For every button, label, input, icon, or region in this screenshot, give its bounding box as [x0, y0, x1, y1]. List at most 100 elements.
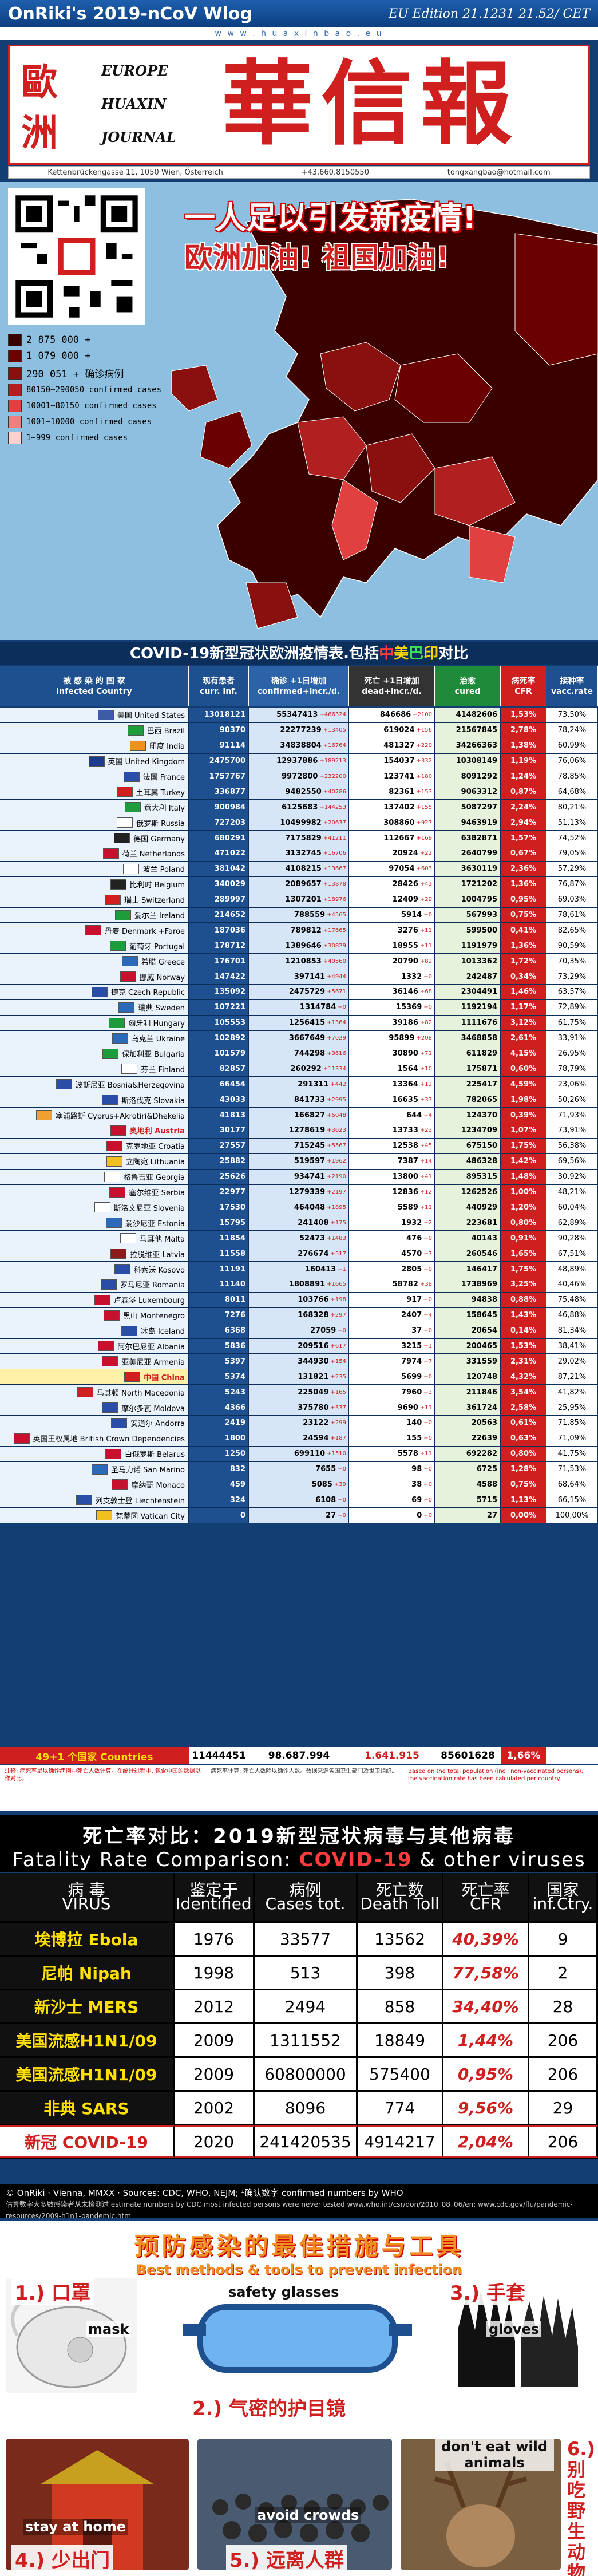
table-row[interactable]: 瑞典 Sweden 107221 1314784 +0 15369 +0 1192194 1,… — [0, 999, 598, 1016]
table-row[interactable]: 马耳他 Malta 11854 52473 +1483 476 +0 40143 0,91% 9… — [0, 1231, 598, 1247]
table-row[interactable]: 爱尔兰 Ireland 214652 788559 +4565 5914 +0 567993… — [0, 907, 598, 923]
country-name: 意大利 Italy — [144, 804, 185, 813]
fatality-row[interactable]: 埃博拉 Ebola 1976 33577 13562 40,39% 9 — [0, 1923, 598, 1957]
table-row[interactable]: 英国 United Kingdom 2475700 12937886 +189213 1… — [0, 753, 598, 769]
country-cell: 捷克 Czech Republic — [0, 985, 189, 999]
table-row[interactable]: 塞浦路斯 Cyprus+Akrotiri&Dhekelia 41813 166827… — [0, 1108, 598, 1124]
table-row[interactable]: 阿尔巴尼亚 Albania 5836 209516 +617 3215 +1 200465 1… — [0, 1338, 598, 1354]
vaccination-cell: 30,92% — [546, 1169, 598, 1184]
confirmed-increase: +1665 — [327, 1281, 346, 1288]
header-dead[interactable]: 死亡 +1日增加 dead+incr./d. — [349, 666, 435, 706]
wechat-qr-code[interactable] — [8, 188, 145, 325]
table-row[interactable]: 荷兰 Netherlands 471022 3132745 +16706 20924 +2… — [0, 846, 598, 862]
fatality-header-virus[interactable]: 病 毒 VIRUS — [0, 1873, 175, 1921]
website-url[interactable]: w w w . h u a x i n b a o . e u — [0, 27, 598, 40]
country-cell: 希腊 Greece — [0, 954, 189, 969]
header-vaccination[interactable]: 接种率 vacc.rate — [546, 666, 598, 706]
table-row[interactable]: 比利时 Belgium 340029 2089657 +13878 28426 +41 17… — [0, 876, 598, 892]
email-text[interactable]: tongxangbao@hotmail.com — [447, 168, 551, 177]
table-row[interactable]: 土耳其 Turkey 336877 9482550 +40786 82361 +153 90… — [0, 784, 598, 800]
table-row[interactable]: 俄罗斯 Russia 727203 10499982 +20637 308860 +927… — [0, 815, 598, 831]
header-confirmed[interactable]: 确诊 +1日增加 confirmed+incr./d. — [249, 666, 349, 706]
fatality-row[interactable]: 非典 SARS 2002 8096 774 9,56% 29 — [0, 2092, 598, 2125]
fatality-row[interactable]: 美国流感H1N1/09 2009 1311552 18849 1,44% 206 — [0, 2024, 598, 2058]
confirmed-increase: +235 — [330, 1373, 346, 1380]
vaccination-cell: 23,06% — [546, 1077, 598, 1092]
table-row[interactable]: 英国王权属地 British Crown Dependencies 1800 245… — [0, 1431, 598, 1447]
table-row[interactable]: 爱沙尼亚 Estonia 15795 241408 +175 1932 +2 223681 0… — [0, 1215, 598, 1231]
current-cell: 13018121 — [189, 708, 249, 722]
table-row[interactable]: 立陶宛 Lithuania 25882 519597 +1962 7387 +14 4863… — [0, 1153, 598, 1170]
fatality-header-countries[interactable]: 国家 inf.Ctry. — [529, 1873, 598, 1921]
header-country-en: infected Country — [56, 687, 132, 696]
dead-value: 137402 — [383, 803, 415, 812]
table-row[interactable]: 挪威 Norway 147422 397141 +4944 1332 +0 242487 0,… — [0, 969, 598, 985]
table-row[interactable]: 美国 United States 13018121 55347413 +466324 8… — [0, 708, 598, 723]
death-toll: 774 — [358, 2092, 443, 2124]
header-cured[interactable]: 治愈 cured — [435, 666, 501, 706]
table-row[interactable]: 马其顿 North Macedonia 5243 225049 +165 7960 +3 2… — [0, 1385, 598, 1401]
table-row[interactable]: 波斯尼亚 Bosnia&Herzegovina 66454 291311 +442 13… — [0, 1077, 598, 1093]
table-row[interactable]: 塞尔维亚 Serbia 22977 1279339 +2197 12836 +12 1262… — [0, 1184, 598, 1200]
header-country[interactable]: 被 感 染 的 国 家 infected Country — [0, 666, 189, 706]
table-row[interactable]: 卢森堡 Luxembourg 8011 103766 +198 917 +0 94838 0,… — [0, 1292, 598, 1308]
fatality-row[interactable]: 尼帕 Nipah 1998 513 398 77,58% 2 — [0, 1957, 598, 1990]
table-row[interactable]: 奥地利 Austria 30177 1278619 +3623 13733 +23 1234… — [0, 1123, 598, 1139]
table-row[interactable]: 黑山 Montenegro 7276 168328 +297 2407 +4 158645 1… — [0, 1307, 598, 1323]
table-row[interactable]: 梵蒂冈 Vatican City 0 27 +0 0 +0 27 0,00% 100,00% — [0, 1508, 598, 1524]
cfr-cell: 1,07% — [501, 1123, 546, 1138]
table-row[interactable]: 印度 India 91114 34838804 +16764 481327 +220 342… — [0, 738, 598, 754]
dead-value: 5914 — [401, 911, 422, 920]
table-row[interactable]: 波兰 Poland 381042 4108215 +13667 97054 +603 363… — [0, 861, 598, 877]
table-row[interactable]: 科索沃 Kosovo 11191 160413 +1 2805 +0 146417 1,75%… — [0, 1262, 598, 1277]
table-row[interactable]: 摩纳哥 Monaco 459 5085 +39 38 +0 4588 0,75% 68,64% — [0, 1477, 598, 1493]
table-row[interactable]: 法国 France 1757767 9972800 +232200 123741 +180… — [0, 769, 598, 785]
table-row[interactable]: 葡萄牙 Portugal 178712 1389646 +30829 18955 +11 1… — [0, 938, 598, 954]
table-row[interactable]: 冰岛 Iceland 6368 27059 +0 37 +0 20654 0,14% 81,34… — [0, 1323, 598, 1339]
table-row[interactable]: 德国 Germany 680291 7175829 +41211 112667 +169 6… — [0, 831, 598, 847]
dead-cell: 308860 +927 — [349, 815, 435, 831]
fatality-header-cases[interactable]: 病例 Cases tot. — [255, 1873, 358, 1921]
table-row[interactable]: 克罗地亚 Croatia 27557 715245 +5567 12538 +45 6751… — [0, 1138, 598, 1154]
virus-name: 美国流感H1N1/09 — [0, 2058, 175, 2090]
table-row[interactable]: 拉脱维亚 Latvia 11558 276674 +517 4570 +7 260546 1,… — [0, 1246, 598, 1262]
current-cell: 727203 — [189, 815, 249, 831]
table-row[interactable]: 斯洛伐克 Slovakia 43033 841733 +2995 16635 +37 782… — [0, 1092, 598, 1108]
confirmed-cell: 344930 +154 — [249, 1354, 349, 1369]
confirmed-cell: 934741 +2190 — [249, 1169, 349, 1184]
fatality-header-year[interactable]: 鉴定于 Identified — [175, 1873, 255, 1921]
table-row[interactable]: 格鲁吉亚 Georgia 25626 934741 +2190 13800 +41 8953… — [0, 1169, 598, 1185]
table-row[interactable]: 圣马力诺 San Marino 832 7655 +0 98 +0 6725 1,28% 71,… — [0, 1461, 598, 1477]
table-row[interactable]: 希腊 Greece 176701 1210853 +40560 20790 +82 1013… — [0, 954, 598, 970]
table-row[interactable]: 意大利 Italy 900984 6125683 +144253 137402 +155 5… — [0, 800, 598, 816]
fatality-row[interactable]: 新沙士 MERS 2012 2494 858 34,40% 28 — [0, 1990, 598, 2024]
confirmed-value: 23122 — [303, 1419, 329, 1428]
phone-text[interactable]: +43.660.8150550 — [301, 168, 369, 177]
masthead-cn-title: 華信報 — [221, 50, 521, 157]
table-title-india: 印 — [423, 645, 439, 662]
table-row[interactable]: 摩尔多瓦 Moldova 4366 375780 +337 9690 +11 361724 2… — [0, 1400, 598, 1416]
table-row[interactable]: 巴西 Brazil 90370 22277239 +13405 619024 +156 21… — [0, 722, 598, 738]
table-row[interactable]: 亚美尼亚 Armenia 5397 344930 +154 7974 +7 331559 2,… — [0, 1354, 598, 1370]
table-row[interactable]: 罗马尼亚 Romania 11140 1808891 +1665 58782 +38 173… — [0, 1277, 598, 1293]
table-row[interactable]: 斯洛文尼亚 Slovenia 17530 464048 +1895 5589 +11 440… — [0, 1200, 598, 1216]
header-current[interactable]: 现有患者 curr. inf. — [189, 666, 249, 706]
table-row[interactable]: 匈牙利 Hungary 105553 1256415 +1364 39186 +82 111… — [0, 1015, 598, 1031]
table-row[interactable]: 捷克 Czech Republic 135092 2475729 +5671 36146… — [0, 985, 598, 1000]
header-cfr[interactable]: 病死率 CFR — [501, 666, 546, 706]
table-row[interactable]: 乌克兰 Ukraine 102892 3667649 +7029 95899 +208 34… — [0, 1030, 598, 1046]
fatality-row[interactable]: 美国流感H1N1/09 2009 60800000 575400 0,95% 206 — [0, 2058, 598, 2092]
table-row[interactable]: 丹麦 Denmark +Faroe 187036 789812 +17665 3276 +… — [0, 923, 598, 939]
table-row[interactable]: 中国 China 5374 131821 +235 5699 +0 120748 4,32% 8… — [0, 1369, 598, 1385]
fatality-header-death[interactable]: 死亡数 Death Toll — [358, 1873, 443, 1921]
fatality-row[interactable]: 新冠 COVID-19 2020 241420535 4914217 2,04% 206 — [0, 2125, 598, 2159]
table-row[interactable]: 列支敦士登 Liechtenstein 324 6108 +0 69 +0 5715 1,13… — [0, 1492, 598, 1508]
table-row[interactable]: 安道尔 Andorra 2419 23122 +299 140 +0 20563 0,61% 7… — [0, 1415, 598, 1431]
table-row[interactable]: 瑞士 Switzerland 289997 1307201 +18976 12409 +2… — [0, 892, 598, 908]
fatality-header-cfr[interactable]: 死亡率 CFR — [443, 1873, 529, 1921]
cured-cell: 3630119 — [435, 861, 501, 876]
dead-cell: 12836 +12 — [349, 1184, 435, 1200]
table-row[interactable]: 白俄罗斯 Belarus 1250 699110 +1510 5578 +11 692282… — [0, 1446, 598, 1462]
table-row[interactable]: 芬兰 Finland 82857 260292 +11334 1564 +10 175871… — [0, 1061, 598, 1077]
table-row[interactable]: 保加利亚 Bulgaria 101579 744298 +3616 30890 +71 61… — [0, 1046, 598, 1062]
